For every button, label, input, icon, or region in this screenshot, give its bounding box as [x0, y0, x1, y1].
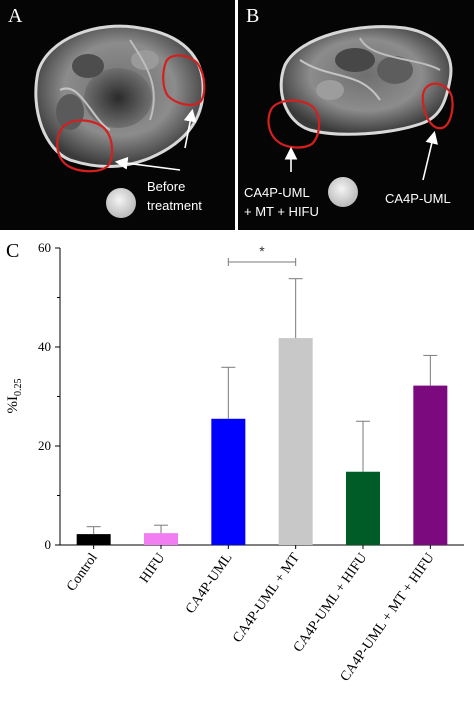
bar-1 [144, 533, 178, 545]
y-tick-label: 0 [45, 537, 52, 552]
x-category-label-0: Control [64, 551, 101, 595]
water-reference-disc-a [106, 188, 136, 218]
y-axis-label-subscript: 0.25 [13, 379, 24, 397]
panel-label-c: C [6, 240, 19, 262]
tumor-outline-a-left [56, 119, 114, 173]
annotation-before-line1: Before [147, 179, 186, 194]
bar-3 [278, 338, 313, 545]
x-category-label-3: CA4P-UML + MT [230, 550, 303, 645]
y-tick-label: 40 [38, 339, 51, 354]
bar-0 [76, 534, 111, 545]
mri-panel-a [0, 0, 235, 230]
mri-panel-b [238, 0, 474, 230]
water-reference-disc-b [328, 177, 358, 207]
mouse-cross-section-a [34, 24, 205, 168]
panel-label-b: B [246, 5, 260, 27]
significance-marker: * [259, 243, 265, 259]
tumor-outline-a-right [162, 54, 206, 106]
y-tick-label: 20 [38, 438, 51, 453]
bar-5 [413, 385, 448, 545]
y-axis-label: %I0.25 [5, 379, 24, 414]
panel-label-a: A [8, 5, 23, 27]
x-category-label-2: CA4P-UML [183, 551, 235, 617]
x-category-label-4: CA4P-UML + HIFU [291, 551, 370, 655]
bar-2 [211, 418, 246, 545]
y-axis-label-main: %I [5, 396, 21, 414]
arrow-a-right [183, 108, 197, 149]
arrow-b-right [422, 130, 438, 181]
x-category-label-1: HIFU [137, 551, 168, 586]
tumor-outline-b-left [267, 99, 321, 149]
annotation-combo-line1: CA4P-UML [244, 185, 310, 200]
annotation-combo-line2: + MT + HIFU [244, 204, 319, 219]
mouse-cross-section-b [279, 25, 453, 136]
y-tick-label: 60 [38, 240, 51, 255]
annotation-ca4p-uml: CA4P-UML [385, 191, 451, 206]
arrow-a-left [114, 156, 181, 171]
bar-4 [346, 471, 380, 545]
tumor-outline-b-right [421, 82, 454, 130]
annotation-before-line2: treatment [147, 198, 202, 213]
